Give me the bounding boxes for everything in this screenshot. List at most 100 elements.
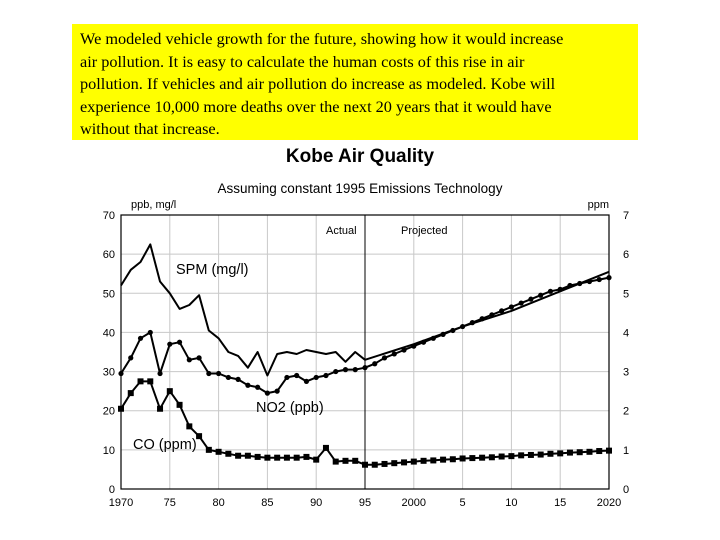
data-point-no2 <box>547 288 554 294</box>
y-right-tick-label: 3 <box>623 367 629 379</box>
data-point-no2 <box>245 382 251 388</box>
data-point-co <box>371 461 378 468</box>
data-point-no2 <box>225 374 231 381</box>
y-left-tick-label: 10 <box>103 445 115 457</box>
data-point-no2 <box>577 280 583 287</box>
data-point-no2 <box>499 308 505 314</box>
data-point-co <box>205 446 212 453</box>
y-right-tick-label: 2 <box>623 406 629 418</box>
data-point-co <box>342 457 349 464</box>
data-point-no2 <box>362 365 368 371</box>
note-line: experience 10,000 more deaths over the n… <box>80 96 552 116</box>
data-point-no2 <box>381 355 388 361</box>
data-point-no2 <box>440 331 446 337</box>
data-point-co <box>410 458 417 465</box>
data-point-no2 <box>420 339 427 345</box>
y-left-tick-label: 30 <box>103 367 115 379</box>
data-point-co <box>196 433 203 440</box>
data-point-co <box>606 447 612 454</box>
data-point-co <box>332 458 339 465</box>
data-point-no2 <box>567 282 573 289</box>
data-point-no2 <box>294 372 300 379</box>
y-left-tick-label: 60 <box>103 249 115 261</box>
x-tick-label: 90 <box>310 497 322 509</box>
data-point-no2 <box>528 296 534 302</box>
y-right-tick-label: 6 <box>623 249 629 261</box>
data-point-co <box>215 448 222 455</box>
data-point-no2 <box>518 300 524 306</box>
data-point-co <box>137 378 144 385</box>
chart-subtitle: Assuming constant 1995 Emissions Technol… <box>217 181 503 196</box>
data-point-co <box>459 455 466 462</box>
y-right-tick-label: 1 <box>623 445 629 457</box>
data-point-co <box>469 455 476 462</box>
y-left-tick-label: 70 <box>103 210 115 222</box>
x-tick-label: 85 <box>261 497 273 509</box>
data-point-no2 <box>323 372 329 379</box>
data-point-co <box>527 451 534 458</box>
data-point-no2 <box>489 312 495 318</box>
data-point-no2 <box>235 376 241 382</box>
data-point-co <box>235 452 242 459</box>
note-line: We modeled vehicle growth for the future… <box>80 29 564 48</box>
data-point-co <box>244 452 251 459</box>
data-point-no2 <box>586 278 593 285</box>
data-point-co <box>254 453 261 460</box>
data-point-no2 <box>596 276 602 283</box>
data-point-no2 <box>255 384 261 390</box>
x-tick-label: 95 <box>359 497 371 509</box>
data-point-co <box>449 456 456 463</box>
data-point-no2 <box>469 320 475 326</box>
data-point-no2 <box>538 292 544 298</box>
data-point-co <box>225 450 232 457</box>
y-right-tick-label: 0 <box>623 484 629 496</box>
data-point-co <box>322 444 329 451</box>
period-label-actual: Actual <box>326 225 357 237</box>
data-point-co <box>557 450 564 457</box>
data-point-no2 <box>186 357 192 363</box>
x-tick-label: 15 <box>554 497 566 509</box>
explanation-note: We modeled vehicle growth for the future… <box>72 24 638 140</box>
data-point-co <box>586 448 593 455</box>
y-left-tick-label: 20 <box>103 406 115 418</box>
series-line-spm <box>120 243 610 377</box>
data-point-no2 <box>372 361 378 367</box>
y-right-tick-label: 7 <box>623 210 629 222</box>
note-line: air pollution. It is easy to calculate t… <box>80 51 525 71</box>
data-point-no2 <box>303 378 310 384</box>
data-point-co <box>547 450 554 457</box>
data-point-no2 <box>342 367 349 373</box>
data-point-co <box>498 453 505 460</box>
data-point-co <box>576 449 583 456</box>
x-tick-label: 80 <box>212 497 224 509</box>
data-point-no2 <box>147 329 153 336</box>
data-point-no2 <box>352 367 358 373</box>
data-point-co <box>518 452 525 459</box>
data-point-co <box>313 456 320 463</box>
data-point-co <box>537 451 544 458</box>
y-right-tick-label: 5 <box>623 288 629 300</box>
data-point-no2 <box>313 374 319 381</box>
data-point-co <box>166 388 173 395</box>
data-point-no2 <box>391 351 397 357</box>
data-point-co <box>186 423 193 430</box>
series-label-spm: SPM (mg/l) <box>176 262 249 278</box>
x-tick-label: 75 <box>164 497 176 509</box>
data-point-co <box>352 457 359 464</box>
data-point-co <box>391 460 398 467</box>
data-point-no2 <box>508 304 514 310</box>
note-line: without that increase. <box>80 119 220 138</box>
data-point-co <box>293 454 300 461</box>
data-point-no2 <box>274 388 280 394</box>
y-right-tick-label: 4 <box>623 327 629 339</box>
data-point-no2 <box>137 335 144 341</box>
data-point-no2 <box>401 347 407 353</box>
data-point-co <box>264 454 271 461</box>
data-point-no2 <box>430 335 436 341</box>
x-tick-label: 2020 <box>597 497 621 509</box>
data-point-co <box>274 454 281 461</box>
data-point-co <box>508 453 515 460</box>
data-point-co <box>430 457 437 464</box>
data-point-co <box>157 405 164 412</box>
